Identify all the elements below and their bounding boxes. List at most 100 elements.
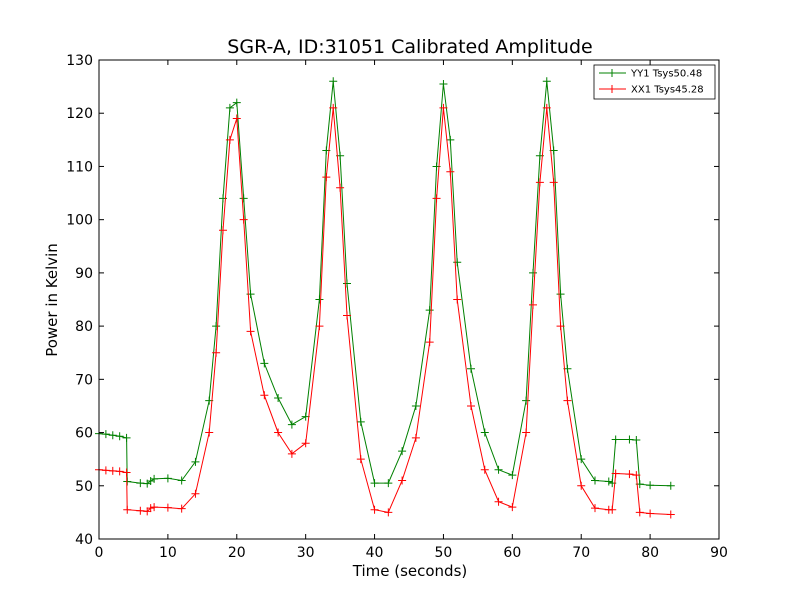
legend-box (593, 64, 716, 100)
data-point (480, 428, 489, 437)
data-point (522, 396, 531, 405)
data-point (591, 476, 599, 485)
data-point (136, 479, 145, 488)
data-point (646, 509, 655, 518)
data-point (287, 449, 296, 458)
data-point (508, 471, 517, 480)
data-point (260, 359, 269, 368)
data-point (246, 327, 255, 336)
data-point (274, 428, 283, 437)
y-tick-label: 80 (75, 319, 93, 335)
data-point (101, 430, 110, 439)
data-point (425, 338, 434, 347)
data-point (439, 103, 448, 112)
y-axis-label: Power in Kelvin (43, 243, 61, 357)
y-tick-label: 60 (75, 426, 93, 442)
data-point (398, 476, 407, 485)
data-point (191, 457, 200, 466)
data-point (453, 295, 462, 304)
legend-marker-yy1 (608, 69, 616, 77)
data-point (108, 466, 117, 475)
data-point (260, 391, 269, 400)
x-tick-label: 30 (297, 545, 315, 561)
data-point (232, 98, 241, 107)
data-point (625, 470, 634, 479)
y-tick-label: 110 (66, 159, 93, 175)
data-point (225, 103, 234, 112)
data-point (591, 504, 599, 513)
y-tick-label: 130 (66, 53, 93, 69)
data-point (529, 268, 537, 277)
data-point (177, 504, 186, 513)
data-point (315, 295, 324, 304)
data-point (146, 476, 155, 485)
data-point (343, 279, 351, 288)
data-point (212, 322, 221, 331)
data-point (356, 417, 365, 426)
data-point (632, 436, 641, 445)
data-point (219, 226, 227, 235)
data-point (115, 432, 124, 441)
data-point (239, 215, 248, 224)
data-point (122, 433, 131, 442)
data-point (494, 497, 503, 506)
data-point (635, 508, 644, 517)
data-point (577, 455, 586, 464)
x-tick-label: 80 (641, 545, 659, 561)
data-point (225, 135, 234, 144)
data-point (108, 431, 117, 440)
data-point (646, 481, 655, 490)
x-tick-label: 90 (710, 545, 728, 561)
data-point (666, 481, 675, 490)
data-point (150, 503, 159, 512)
data-point (205, 428, 214, 437)
x-tick-label: 50 (435, 545, 453, 561)
x-tick-label: 0 (95, 545, 104, 561)
ticks-layer: 0 10 20 30 40 50 60 70 80 90 40 50 60 70 80 90 100 110 120… (66, 53, 728, 561)
data-point (632, 471, 641, 480)
data-point (315, 322, 324, 331)
data-point (370, 505, 379, 514)
data-point (425, 306, 434, 315)
data-point (384, 508, 393, 517)
data-point (329, 103, 338, 112)
data-point (122, 468, 131, 477)
x-axis-label: Time (seconds) (352, 562, 468, 580)
y-tick-label: 70 (75, 372, 93, 388)
data-point (542, 77, 551, 86)
data-point (301, 439, 310, 448)
data-point (549, 178, 558, 187)
data-point (494, 465, 503, 474)
data-point (446, 167, 455, 176)
data-point (577, 481, 586, 490)
data-point (542, 103, 551, 112)
data-point (239, 194, 248, 203)
y-tick-label: 50 (75, 479, 93, 495)
data-point (370, 479, 379, 488)
x-tick-label: 40 (366, 545, 384, 561)
data-point (384, 479, 393, 488)
data-point (467, 401, 475, 410)
data-point (666, 510, 675, 519)
x-tick-label: 20 (228, 545, 246, 561)
data-point (411, 401, 420, 410)
data-point (608, 505, 617, 514)
data-point (439, 79, 448, 88)
series-layer (95, 77, 675, 519)
data-point (529, 300, 537, 309)
data-point (146, 504, 155, 513)
y-tick-label: 40 (75, 532, 93, 548)
data-point (336, 183, 345, 192)
legend-label-xx1: XX1 Tsys45.28 (631, 85, 704, 96)
data-point (143, 507, 152, 516)
data-point (446, 135, 455, 144)
data-point (522, 428, 531, 437)
data-point (101, 466, 110, 475)
data-point (356, 455, 365, 464)
data-point (274, 393, 283, 402)
data-point (343, 311, 351, 320)
x-tick-label: 10 (159, 545, 177, 561)
x-tick-label: 70 (572, 545, 590, 561)
